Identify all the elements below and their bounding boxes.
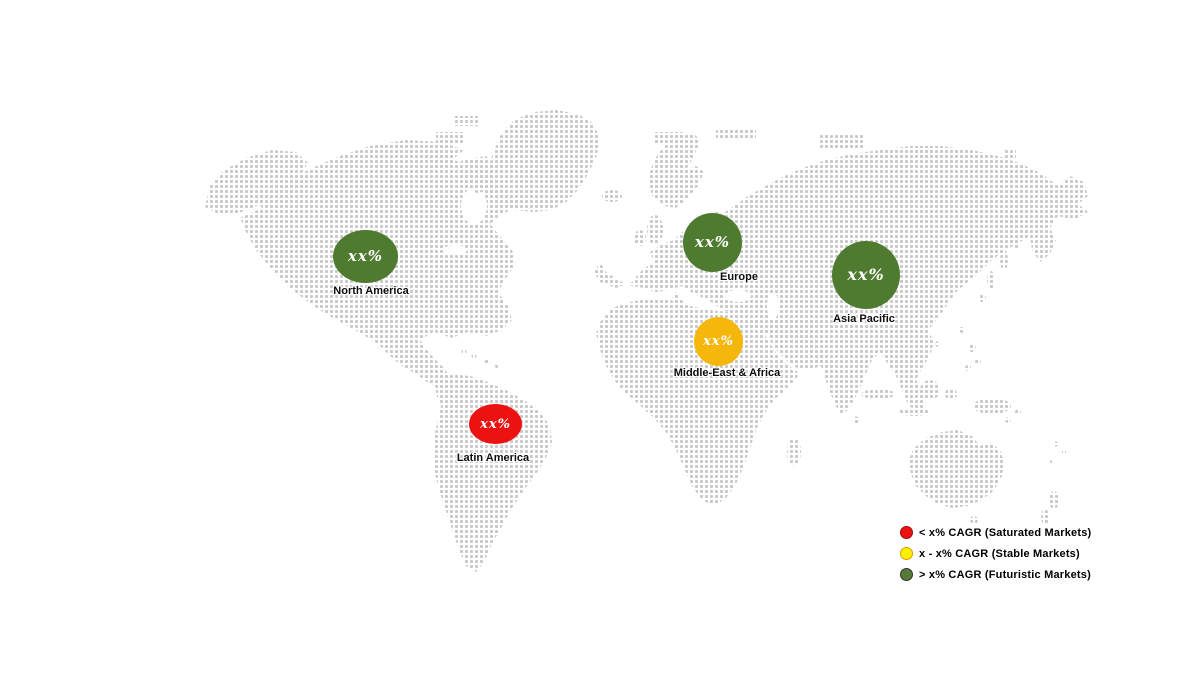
cagr-legend: < x% CAGR (Saturated Markets) x - x% CAG… <box>900 522 1091 585</box>
region-label-latin-america: Latin America <box>456 452 530 464</box>
greenland <box>488 110 600 212</box>
united-kingdom <box>647 215 663 245</box>
north-arctic-islands <box>655 128 1016 158</box>
region-label-north-america: North America <box>333 285 409 297</box>
madagascar <box>787 438 801 466</box>
continent-africa <box>596 298 800 506</box>
legend-item-futuristic: > x% CAGR (Futuristic Markets) <box>900 564 1091 585</box>
region-bubble-europe: xx% <box>683 213 742 272</box>
legend-item-stable: x - x% CAGR (Stable Markets) <box>900 543 1091 564</box>
region-label-europe: Europe <box>720 271 758 283</box>
continent-australia <box>908 430 1004 508</box>
region-value-europe: xx% <box>694 233 731 251</box>
region-bubble-middle-east-africa: xx% <box>694 317 743 366</box>
region-value-asia-pacific: xx% <box>847 265 885 284</box>
ireland <box>634 230 646 246</box>
great-lakes-cutout <box>443 245 467 255</box>
legend-item-label: x - x% CAGR (Stable Markets) <box>919 547 1080 560</box>
caribbean-islands <box>461 349 499 368</box>
legend-dot-saturated-icon <box>900 526 913 539</box>
black-sea-cutout <box>725 290 751 302</box>
region-bubble-latin-america: xx% <box>469 404 522 444</box>
region-value-latin-america: xx% <box>480 416 511 432</box>
region-value-middle-east-africa: xx% <box>703 334 734 349</box>
region-bubble-north-america: xx% <box>333 230 398 283</box>
oceania-islands <box>970 441 1066 525</box>
legend-item-label: < x% CAGR (Saturated Markets) <box>919 526 1092 539</box>
legend-item-label: > x% CAGR (Futuristic Markets) <box>919 568 1091 581</box>
legend-item-saturated: < x% CAGR (Saturated Markets) <box>900 522 1091 543</box>
region-value-north-america: xx% <box>347 247 384 265</box>
continent-south-america <box>433 374 552 572</box>
iceland <box>602 190 622 202</box>
caspian-sea-cutout <box>767 293 779 319</box>
region-label-middle-east-africa: Middle-East & Africa <box>673 367 781 379</box>
indonesia-islands <box>861 380 1021 423</box>
region-label-asia-pacific: Asia Pacific <box>833 313 895 325</box>
east-asia-islands <box>852 211 1020 424</box>
legend-dot-futuristic-icon <box>900 568 913 581</box>
baltic-sea-cutout <box>711 192 721 212</box>
scandinavia <box>648 132 704 208</box>
arabian-peninsula <box>766 315 828 370</box>
region-bubble-asia-pacific: xx% <box>832 241 900 309</box>
arctic-islands <box>416 116 498 194</box>
legend-dot-stable-icon <box>900 547 913 560</box>
hudson-bay-cutout <box>461 188 487 224</box>
